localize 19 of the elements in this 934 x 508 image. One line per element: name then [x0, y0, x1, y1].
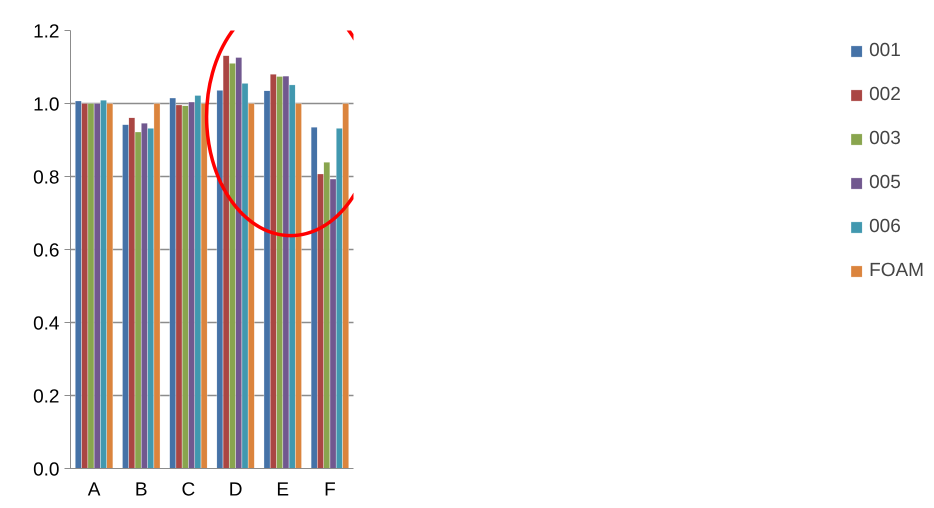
- y-tick-label: 0.0: [33, 460, 60, 480]
- y-tick-label: 0.2: [33, 386, 60, 408]
- y-tick-label: 0.6: [33, 240, 60, 262]
- legend-label: 001: [869, 40, 901, 62]
- x-tick-label: C: [182, 480, 196, 500]
- x-tick-label: B: [134, 480, 148, 500]
- y-tick-label: 0.8: [33, 168, 60, 188]
- x-tick-label: A: [88, 480, 101, 500]
- x-tick-label: D: [228, 480, 242, 500]
- y-tick-label: 1.2: [33, 22, 60, 42]
- legend-label: 005: [869, 172, 901, 194]
- legend-label: FOAM: [869, 260, 924, 282]
- legend-label: 006: [869, 216, 901, 238]
- y-tick-label: 0.4: [33, 314, 60, 334]
- x-tick-label: E: [276, 480, 290, 500]
- x-tick-label: F: [324, 480, 336, 500]
- y-tick-label: 1.0: [33, 94, 60, 116]
- legend-label: 002: [869, 84, 901, 106]
- legend-label: 003: [869, 128, 901, 150]
